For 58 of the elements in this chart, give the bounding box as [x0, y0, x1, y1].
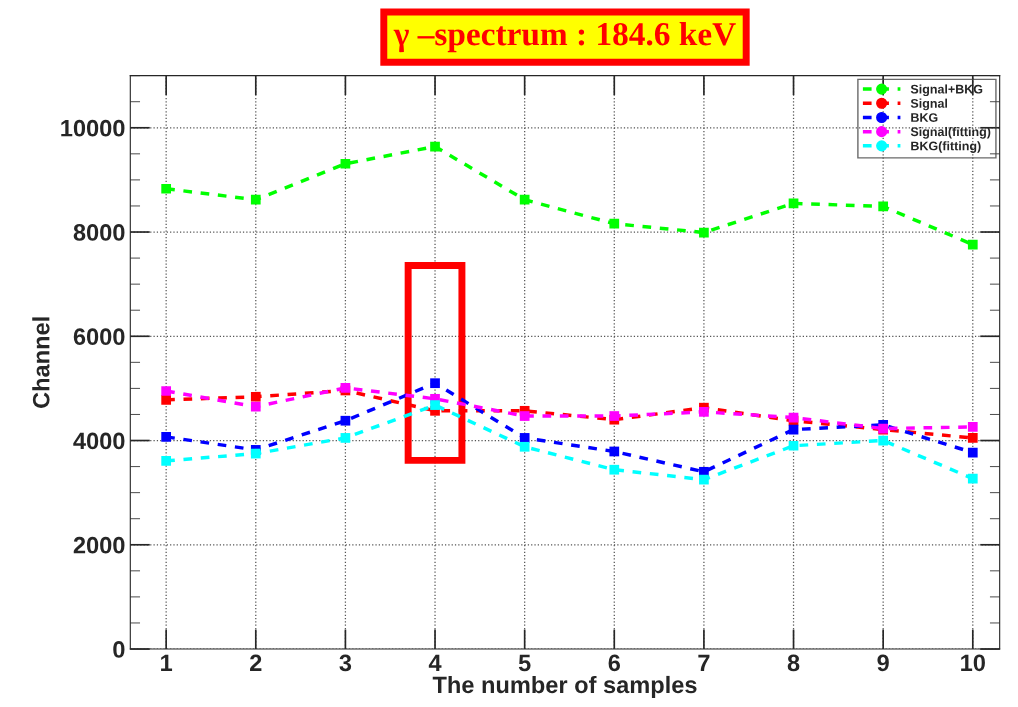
x-tick-label: 2 [250, 654, 262, 671]
point [967, 239, 978, 250]
point [967, 433, 978, 443]
x-tick-label: 5 [518, 654, 531, 672]
point [967, 447, 978, 458]
point [699, 407, 709, 417]
x-tick-label: 1 [161, 654, 173, 671]
legend-label: Signal [910, 98, 948, 111]
x-axis-title: The number of samples [432, 675, 697, 698]
y-tick-label: 2000 [73, 536, 125, 554]
point [430, 378, 440, 389]
point [161, 395, 172, 405]
chart-title: γ –spectrum : 184.6 keV [393, 21, 736, 53]
point [699, 474, 709, 485]
point [161, 386, 172, 396]
point [340, 433, 351, 443]
point [430, 141, 440, 152]
point [878, 435, 889, 446]
point [250, 391, 261, 402]
y-tick-label: 0 [113, 641, 125, 658]
point [788, 440, 799, 451]
point [609, 464, 620, 475]
x-tick-label: 4 [428, 654, 442, 671]
x-tick-label: 3 [339, 654, 352, 672]
legend-label: BKG [911, 113, 938, 122]
point [430, 400, 440, 410]
point [519, 194, 530, 205]
point [878, 201, 889, 212]
point [250, 448, 261, 459]
point [519, 411, 530, 421]
point [967, 473, 978, 484]
point [699, 227, 709, 238]
point [340, 158, 351, 169]
y-tick-label: 10000 [61, 119, 125, 137]
point [788, 198, 799, 209]
point [609, 446, 620, 457]
point [519, 433, 530, 443]
point [340, 415, 351, 426]
x-tick-label: 7 [698, 654, 710, 671]
x-tick-label: 6 [608, 654, 620, 672]
legend-label: Signal(fitting) [910, 126, 991, 139]
y-tick-label: 4000 [73, 432, 125, 450]
y-tick-label: 8000 [73, 224, 125, 241]
point [161, 432, 172, 442]
point [967, 422, 978, 432]
x-tick-label: 10 [961, 654, 985, 672]
point [250, 194, 261, 205]
point [609, 218, 620, 229]
point [519, 441, 530, 452]
y-tick-label: 6000 [73, 328, 125, 346]
point [161, 183, 172, 194]
point [609, 411, 620, 421]
x-tick-label: 8 [787, 654, 800, 672]
legend-label: BKG(fitting) [911, 141, 981, 153]
point [250, 401, 261, 412]
point [161, 455, 172, 466]
y-axis-title: Channel [32, 317, 50, 408]
x-tick-label: 9 [877, 654, 889, 672]
